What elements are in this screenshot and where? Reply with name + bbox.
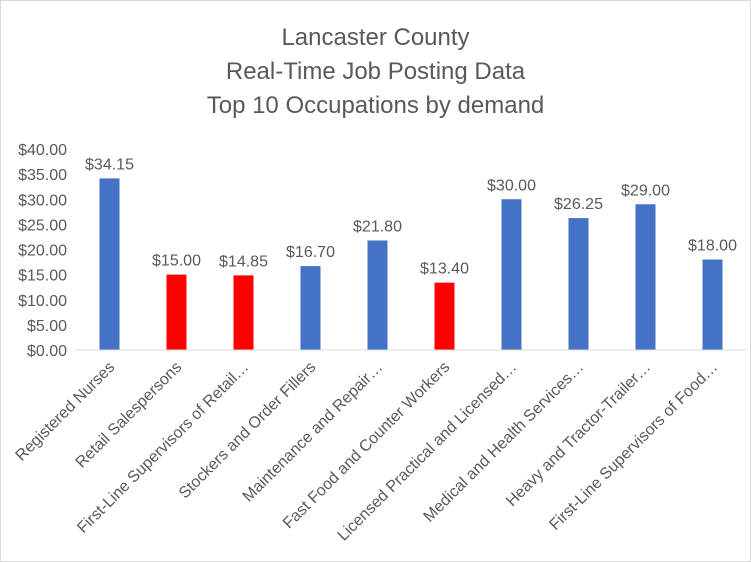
y-tick-label: $5.00 (27, 318, 67, 335)
bar (367, 240, 388, 350)
chart-title-line-1: Lancaster County (281, 24, 470, 51)
y-tick-label: $0.00 (27, 343, 67, 360)
y-tick-label: $35.00 (18, 167, 67, 184)
bar (434, 282, 455, 350)
data-label: $29.00 (621, 182, 670, 199)
data-label: $15.00 (152, 253, 201, 270)
data-label: $18.00 (688, 238, 737, 255)
y-tick-label: $20.00 (18, 243, 67, 260)
chart-title-line-2: Real-Time Job Posting Data (225, 58, 526, 85)
data-label: $34.15 (85, 156, 134, 173)
x-tick-label: Maintenance and Repair… (240, 359, 387, 506)
data-label: $13.40 (420, 261, 469, 278)
chart-title-line-3: Top 10 Occupations by demand (206, 92, 545, 119)
data-label: $21.80 (353, 218, 402, 235)
y-tick-label: $15.00 (18, 268, 67, 285)
data-label: $26.25 (554, 196, 603, 213)
y-tick-label: $30.00 (18, 192, 67, 209)
bar (501, 199, 522, 350)
bar (702, 259, 723, 350)
data-label: $16.70 (286, 244, 335, 261)
y-tick-label: $25.00 (18, 217, 67, 234)
x-tick-label: Heavy and Tractor-Trailer… (503, 359, 654, 510)
bar (99, 178, 120, 350)
data-label: $30.00 (487, 177, 536, 194)
bar (233, 275, 254, 350)
y-tick-label: $40.00 (18, 142, 67, 159)
data-label: $14.85 (219, 253, 268, 270)
bar (568, 218, 589, 350)
bar (300, 266, 321, 350)
x-tick-label: Stockers and Order Fillers (176, 359, 319, 502)
bar (166, 274, 187, 350)
y-tick-label: $10.00 (18, 293, 67, 310)
bar (635, 204, 656, 350)
